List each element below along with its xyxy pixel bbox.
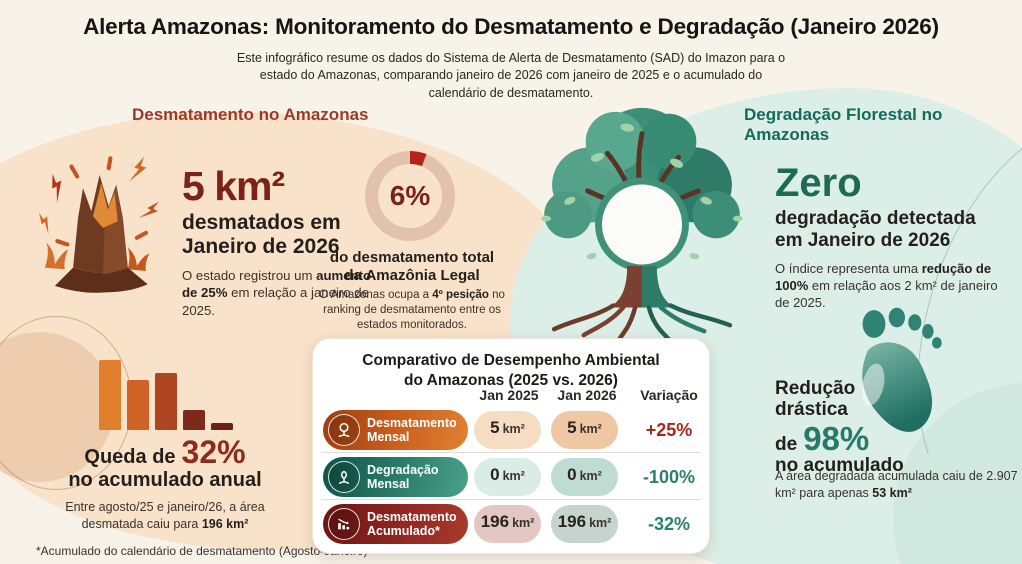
donut-hole: 6%: [378, 164, 442, 228]
reduction-line4: no acumulado: [775, 454, 904, 476]
tree-illustration: [541, 107, 743, 342]
stat-value: Zero: [775, 161, 862, 205]
annual-drop-stat: Queda de 32% no acumulado anual Entre ag…: [52, 436, 278, 532]
declining-bars-icon: [328, 508, 360, 540]
row-divider: [321, 452, 701, 453]
reduction-value: 98%: [803, 420, 870, 458]
zero-degradation-stat: Zero degradação detectada em Janeiro de …: [775, 163, 1015, 312]
value-jan-2025: 0 km²: [474, 458, 541, 496]
comparison-table-card: Comparativo de Desempenho Ambiental do A…: [312, 338, 710, 554]
stat-label: desmatados em Janeiro de 2026: [182, 211, 341, 258]
monthly-deforestation-stat: 5 km² desmatados em Janeiro de 2026 O es…: [182, 166, 404, 319]
drop-value: 32%: [181, 434, 246, 470]
row-divider: [321, 499, 701, 500]
degradation-section-heading: Degradação Florestal no Amazonas: [744, 105, 943, 144]
reduction-prefix: de: [775, 434, 798, 456]
donut-chart: 6%: [365, 151, 455, 241]
value-jan-2026: 0 km²: [551, 458, 618, 496]
variation-value: +25%: [645, 420, 693, 440]
bar: [127, 380, 149, 430]
value-jan-2026: 196 km²: [551, 505, 618, 543]
value-jan-2026: 5 km²: [551, 411, 618, 449]
stat-note: O estado registrou um aumento de 25% em …: [182, 267, 372, 318]
table-row-monthly-degradation: Degradação Mensal 0 km² 0 km² -100%: [313, 456, 709, 498]
column-header-jan-2026: Jan 2026: [557, 387, 617, 403]
burning-stump-illustration: [39, 156, 160, 293]
drop-label: no acumulado anual: [68, 469, 262, 491]
tree-icon: [328, 414, 360, 446]
row-label: Desmatamento Acumulado*: [367, 510, 457, 538]
column-header-jan-2025: Jan 2025: [479, 387, 539, 403]
donut-note: O Amazonas ocupa a 4º pesição no ranking…: [319, 289, 505, 332]
drop-note: Entre agosto/25 e janeiro/26, a área des…: [65, 500, 265, 531]
stat-note: O índice representa uma redução de 100% …: [775, 261, 998, 311]
bar-chart: [99, 360, 233, 430]
bar: [211, 423, 233, 430]
footnote: *Acumulado do calendário de desmatamento…: [36, 544, 368, 558]
table-row-monthly-deforestation: Desmatamento Mensal 5 km² 5 km² +25%: [313, 409, 709, 451]
column-header-variation: Variação: [640, 387, 698, 403]
reduction-line2: drástica: [775, 398, 848, 420]
table-title: Comparativo de Desempenho Ambiental do A…: [362, 352, 660, 389]
variation-value: -100%: [642, 467, 696, 487]
donut-center-label: 6%: [389, 180, 431, 211]
bar: [99, 360, 121, 430]
page-title: Alerta Amazonas: Monitoramento do Desmat…: [83, 14, 939, 39]
accumulated-reduction-stat: Redução drástica de 98% no acumulado: [775, 378, 975, 476]
deforestation-section-heading: Desmatamento no Amazonas: [132, 105, 369, 124]
row-label: Desmatamento Mensal: [367, 416, 457, 444]
row-label-pill: Desmatamento Acumulado*: [323, 504, 468, 544]
stat-label: degradação detectada em Janeiro de 2026: [775, 208, 976, 252]
bar: [183, 410, 205, 430]
reduction-note: A área degradada acumulada caiu de 2.907…: [775, 469, 1018, 500]
drop-prefix: Queda de: [84, 446, 176, 468]
donut-caption: do desmatamento total da Amazônia Legal: [329, 249, 495, 284]
table-row-accumulated-deforestation: Desmatamento Acumulado* 196 km² 196 km² -32…: [313, 503, 709, 545]
sprout-icon: [328, 461, 360, 493]
variation-value: -32%: [647, 514, 691, 534]
value-jan-2025: 196 km²: [474, 505, 541, 543]
bar: [155, 373, 177, 430]
value-jan-2025: 5 km²: [474, 411, 541, 449]
stat-value: 5 km²: [182, 163, 285, 209]
row-label-pill: Desmatamento Mensal: [323, 410, 468, 450]
row-label: Degradação Mensal: [367, 463, 439, 491]
page-subtitle: Este infográfico resume os dados do Sist…: [236, 51, 786, 100]
row-label-pill: Degradação Mensal: [323, 457, 468, 497]
reduction-line1: Redução: [775, 378, 856, 399]
footprint-illustration: [861, 307, 942, 432]
